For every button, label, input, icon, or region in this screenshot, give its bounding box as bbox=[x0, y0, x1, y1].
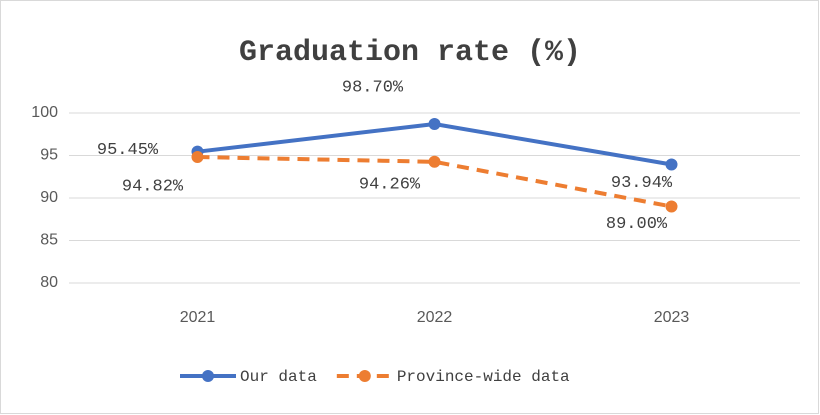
x-tick-label: 2022 bbox=[417, 309, 453, 326]
point bbox=[665, 200, 678, 213]
data-label: 98.70% bbox=[342, 79, 404, 98]
y-tick-label: 80 bbox=[40, 274, 58, 291]
data-label: 94.26% bbox=[359, 175, 421, 194]
legend-marker bbox=[202, 370, 214, 382]
data-label: 94.82% bbox=[122, 178, 184, 197]
data-label: 89.00% bbox=[606, 215, 668, 234]
legend-label: Province-wide data bbox=[397, 368, 570, 386]
point bbox=[428, 155, 441, 168]
point bbox=[665, 158, 678, 171]
y-tick-label: 85 bbox=[40, 232, 58, 249]
x-tick-label: 2021 bbox=[180, 309, 216, 326]
point bbox=[428, 118, 441, 131]
chart-title: Graduation rate (%) bbox=[239, 36, 581, 70]
y-tick-label: 95 bbox=[40, 147, 58, 164]
x-tick-label: 2023 bbox=[654, 309, 690, 326]
data-label: 95.45% bbox=[97, 141, 159, 160]
point bbox=[191, 151, 204, 164]
data-label: 93.94% bbox=[611, 174, 673, 193]
y-tick-label: 100 bbox=[31, 104, 58, 121]
legend-marker bbox=[358, 370, 371, 382]
legend-label: Our data bbox=[240, 368, 317, 386]
y-tick-label: 90 bbox=[40, 189, 58, 206]
